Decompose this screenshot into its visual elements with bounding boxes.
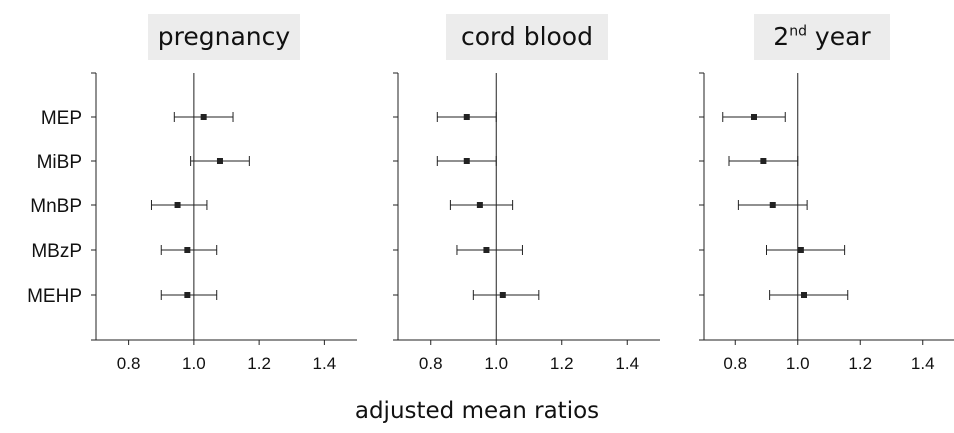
cord-blood-mehp-estimate-point xyxy=(499,292,506,298)
panel-title-sup: nd xyxy=(789,23,807,40)
pregnancy-mibp-estimate-point xyxy=(216,158,223,164)
cord-blood-x-tick-label: 0.8 xyxy=(419,354,443,373)
2nd-year-mep-estimate-point xyxy=(751,114,757,120)
2nd-year-mehp-estimate-point xyxy=(801,292,807,298)
pregnancy-x-tick-label: 1.4 xyxy=(313,354,337,373)
panel-title-cord-blood: cord blood xyxy=(446,14,608,60)
cord-blood-x-tick-label: 1.0 xyxy=(484,354,508,373)
2nd-year-mibp-estimate-point xyxy=(760,158,767,164)
y-label-mibp: MiBP xyxy=(37,152,82,173)
panel-title-2nd-year: 2nd year xyxy=(754,14,890,60)
pregnancy-mbzp-estimate-point xyxy=(184,247,191,253)
cord-blood-mibp-estimate-point xyxy=(463,158,470,164)
cord-blood-x-tick-label: 1.4 xyxy=(615,354,639,373)
cord-blood-mep-estimate-point xyxy=(463,114,470,120)
pregnancy-mep-estimate-point xyxy=(200,114,207,120)
panel-title-text: cord blood xyxy=(461,22,593,51)
y-label-mep: MEP xyxy=(41,108,82,129)
cord-blood-mnbp-estimate-point xyxy=(476,202,483,208)
cord-blood-x-tick-label: 1.2 xyxy=(550,354,574,373)
panel-title-pregnancy: pregnancy xyxy=(148,14,300,60)
panel-title-suffix: year xyxy=(806,22,871,51)
2nd-year-x-tick-label: 1.4 xyxy=(911,354,935,373)
y-label-mbzp: MBzP xyxy=(31,241,82,262)
y-label-mnbp: MnBP xyxy=(30,196,82,217)
2nd-year-x-tick-label: 0.8 xyxy=(723,354,747,373)
2nd-year-mnbp-estimate-point xyxy=(769,202,776,208)
pregnancy-x-tick-label: 1.0 xyxy=(182,354,206,373)
x-axis-label: adjusted mean ratios xyxy=(354,398,600,424)
panel-title-text: 2 xyxy=(773,22,790,51)
pregnancy-mehp-estimate-point xyxy=(184,292,191,298)
cord-blood-mbzp-estimate-point xyxy=(483,247,490,253)
2nd-year-x-tick-label: 1.2 xyxy=(848,354,872,373)
y-label-mehp: MEHP xyxy=(27,286,82,307)
pregnancy-x-tick-label: 1.2 xyxy=(247,354,271,373)
panel-title-text: pregnancy xyxy=(157,22,291,51)
pregnancy-mnbp-estimate-point xyxy=(174,202,181,208)
pregnancy-x-tick-label: 0.8 xyxy=(117,354,141,373)
2nd-year-x-tick-label: 1.0 xyxy=(786,354,810,373)
2nd-year-mbzp-estimate-point xyxy=(797,247,804,253)
